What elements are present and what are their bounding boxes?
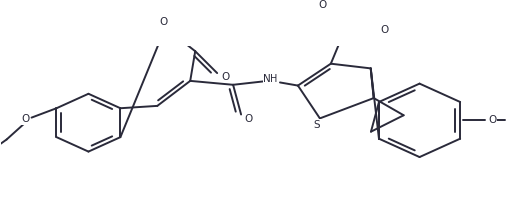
Text: O: O [381,25,389,35]
Text: O: O [21,114,30,124]
Text: O: O [221,72,229,82]
Text: S: S [314,120,320,130]
Text: N: N [263,74,271,84]
Text: O: O [488,115,496,125]
Text: O: O [159,17,168,27]
Text: H: H [270,74,277,84]
Text: O: O [244,114,252,124]
Text: O: O [319,0,327,10]
